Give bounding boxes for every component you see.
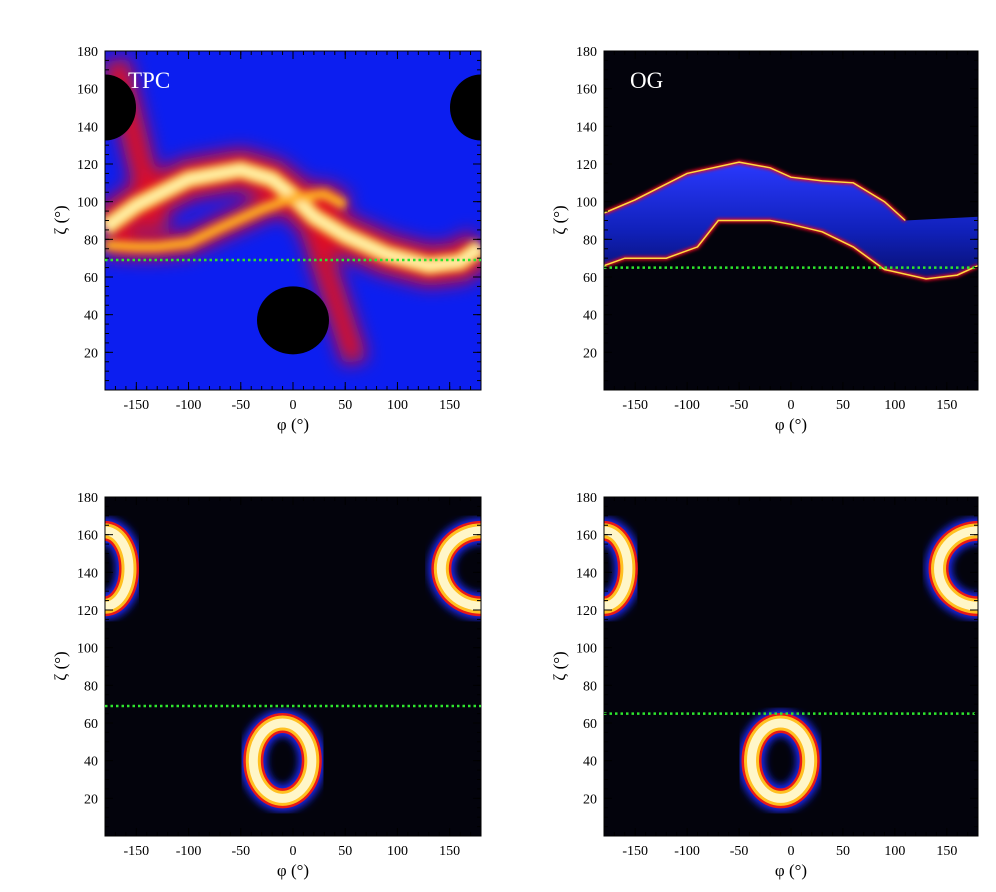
y-tick-label: 120	[576, 158, 597, 173]
no-emission-hole	[257, 286, 329, 355]
y-tick-label: 120	[576, 604, 597, 619]
y-tick-label: 40	[84, 755, 98, 770]
x-tick-label: 150	[936, 844, 957, 859]
y-tick-label: 20	[583, 792, 597, 807]
x-tick-label: -100	[176, 844, 202, 859]
y-axis-label: ζ (°)	[51, 205, 70, 234]
x-tick-label: -150	[123, 844, 149, 859]
panel-label: OG	[630, 68, 663, 93]
x-tick-label: -50	[730, 398, 749, 413]
x-axis-label: φ (°)	[775, 415, 807, 434]
x-axis-label: φ (°)	[277, 861, 309, 880]
y-tick-label: 140	[77, 120, 98, 135]
y-tick-label: 100	[576, 196, 597, 211]
x-tick-label: 150	[439, 844, 460, 859]
y-tick-label: 100	[77, 642, 98, 657]
x-tick-label: 50	[836, 398, 850, 413]
x-tick-label: 150	[439, 398, 460, 413]
y-tick-label: 20	[84, 792, 98, 807]
y-tick-label: 100	[77, 196, 98, 211]
y-tick-label: 100	[576, 642, 597, 657]
y-tick-label: 160	[77, 83, 98, 98]
y-tick-label: 180	[77, 45, 98, 60]
panel-tpc: -150 -100 -50 0 50 100 150 20 40 60 80 100 120 140 160…	[51, 45, 482, 434]
x-tick-label: -50	[730, 844, 749, 859]
y-tick-label: 160	[77, 529, 98, 544]
x-tick-label: 0	[290, 398, 297, 413]
y-tick-label: 140	[576, 120, 597, 135]
y-tick-label: 140	[576, 566, 597, 581]
ring-peak	[747, 718, 815, 803]
x-tick-label: 0	[788, 844, 795, 859]
x-tick-label: 50	[836, 844, 850, 859]
x-tick-label: 100	[884, 398, 905, 413]
panel-og: -150 -100 -50 0 50 100 150 20 40 60 80 100 120 140 160…	[550, 45, 979, 434]
emission-band	[604, 162, 978, 279]
heatmap-bottom-right	[604, 497, 978, 836]
x-tick-label: -150	[622, 398, 648, 413]
heatmap-bottom-left	[105, 497, 481, 836]
x-tick-label: -50	[231, 398, 250, 413]
x-tick-label: 50	[338, 398, 352, 413]
x-tick-label: 150	[936, 398, 957, 413]
y-tick-label: 180	[576, 45, 597, 60]
y-tick-label: 160	[576, 83, 597, 98]
y-tick-label: 60	[583, 717, 597, 732]
x-tick-label: 100	[387, 398, 408, 413]
y-tick-label: 180	[576, 491, 597, 506]
y-tick-label: 140	[77, 566, 98, 581]
x-tick-label: -150	[123, 398, 149, 413]
y-axis-label: ζ (°)	[550, 651, 569, 680]
y-tick-label: 20	[583, 346, 597, 361]
x-tick-label: 100	[884, 844, 905, 859]
x-axis-label: φ (°)	[277, 415, 309, 434]
band-upper-edge	[604, 161, 906, 222]
y-axis-label: ζ (°)	[550, 205, 569, 234]
band-lower-edge	[604, 219, 978, 280]
no-emission-hole	[105, 74, 136, 141]
y-tick-label: 60	[84, 717, 98, 732]
ring-peak	[105, 526, 134, 611]
y-tick-label: 180	[77, 491, 98, 506]
y-tick-label: 40	[583, 755, 597, 770]
no-emission-hole	[450, 74, 481, 141]
y-tick-label: 120	[77, 158, 98, 173]
y-tick-label: 80	[84, 233, 98, 248]
ring-peak	[248, 718, 317, 803]
y-tick-label: 60	[583, 271, 597, 286]
x-tick-label: 50	[338, 844, 352, 859]
y-tick-label: 40	[84, 309, 98, 324]
y-tick-label: 160	[576, 529, 597, 544]
x-tick-label: 100	[387, 844, 408, 859]
heatmap-og	[604, 51, 978, 390]
panel-bottom-right: -150 -100 -50 0 50 100 150 20 40 60 80 100 120 140 160…	[550, 491, 979, 880]
y-tick-label: 40	[583, 309, 597, 324]
x-axis-label: φ (°)	[775, 861, 807, 880]
panel-label: TPC	[128, 68, 170, 93]
x-tick-label: -150	[622, 844, 648, 859]
heatmap-tpc	[105, 51, 481, 390]
caustic-peak	[105, 166, 481, 270]
y-axis-label: ζ (°)	[51, 651, 70, 680]
x-tick-label: -50	[231, 844, 250, 859]
y-tick-label: 80	[583, 679, 597, 694]
y-tick-label: 60	[84, 271, 98, 286]
y-tick-label: 120	[77, 604, 98, 619]
x-tick-label: -100	[674, 398, 700, 413]
x-tick-label: -100	[176, 398, 202, 413]
x-tick-label: -100	[674, 844, 700, 859]
y-tick-label: 80	[84, 679, 98, 694]
ring-peak	[604, 526, 633, 611]
secondary-core	[105, 188, 348, 252]
x-tick-label: 0	[788, 398, 795, 413]
panel-bottom-left: -150 -100 -50 0 50 100 150 20 40 60 80 100 120 140 160…	[51, 491, 482, 880]
y-tick-label: 80	[583, 233, 597, 248]
y-tick-label: 20	[84, 346, 98, 361]
x-tick-label: 0	[290, 844, 297, 859]
